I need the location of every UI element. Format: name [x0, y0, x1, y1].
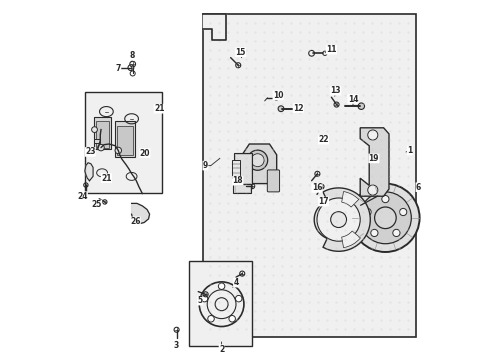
Circle shape	[400, 208, 407, 216]
Polygon shape	[242, 144, 277, 184]
Circle shape	[331, 212, 346, 228]
Circle shape	[364, 208, 371, 216]
Bar	[202, 14, 416, 337]
FancyBboxPatch shape	[268, 170, 280, 192]
Circle shape	[371, 229, 378, 237]
Polygon shape	[85, 163, 93, 181]
Text: 16: 16	[312, 184, 322, 192]
Bar	[234, 153, 252, 184]
Polygon shape	[360, 128, 389, 196]
Text: 22: 22	[318, 135, 329, 144]
Circle shape	[374, 207, 396, 229]
Polygon shape	[314, 188, 370, 251]
Text: 9: 9	[203, 161, 208, 170]
Bar	[233, 184, 251, 193]
Circle shape	[251, 154, 264, 167]
Text: 17: 17	[318, 197, 329, 206]
Text: 6: 6	[416, 183, 421, 192]
Polygon shape	[132, 203, 149, 224]
Text: 13: 13	[330, 86, 341, 95]
Circle shape	[229, 315, 235, 322]
Bar	[94, 139, 100, 143]
Wedge shape	[342, 231, 361, 248]
Bar	[94, 117, 111, 149]
Text: 5: 5	[197, 296, 202, 305]
Circle shape	[219, 283, 225, 289]
Circle shape	[393, 229, 400, 237]
Text: 26: 26	[130, 217, 141, 226]
Circle shape	[208, 315, 214, 322]
Text: 19: 19	[368, 154, 379, 163]
Text: 4: 4	[233, 278, 239, 287]
Circle shape	[368, 130, 378, 140]
Bar	[235, 154, 251, 183]
Bar	[85, 92, 162, 193]
Bar	[189, 261, 252, 346]
Circle shape	[317, 198, 360, 241]
Circle shape	[278, 106, 284, 112]
Circle shape	[360, 192, 411, 244]
Text: 21: 21	[154, 104, 165, 113]
Text: 21: 21	[101, 174, 112, 183]
Polygon shape	[202, 14, 226, 40]
Text: 8: 8	[130, 51, 135, 60]
Circle shape	[358, 103, 365, 109]
Text: 10: 10	[273, 91, 283, 100]
Circle shape	[98, 144, 104, 151]
Circle shape	[247, 150, 268, 170]
Circle shape	[382, 195, 389, 203]
Text: 1: 1	[407, 146, 413, 155]
Text: 7: 7	[116, 64, 121, 73]
Bar	[232, 160, 240, 178]
Circle shape	[368, 185, 378, 195]
Text: 2: 2	[219, 345, 224, 354]
Circle shape	[115, 147, 122, 154]
Text: 15: 15	[236, 48, 246, 57]
Circle shape	[351, 184, 419, 252]
Circle shape	[92, 127, 98, 132]
Circle shape	[236, 296, 242, 302]
Text: 12: 12	[293, 104, 303, 112]
Circle shape	[201, 296, 208, 302]
Text: 23: 23	[85, 148, 96, 156]
Text: 11: 11	[326, 45, 337, 54]
Wedge shape	[342, 192, 359, 207]
Bar	[116, 121, 135, 157]
Text: 3: 3	[174, 341, 179, 350]
Text: 14: 14	[348, 94, 358, 104]
Bar	[235, 185, 250, 192]
Text: 24: 24	[77, 192, 88, 201]
Bar	[96, 121, 109, 148]
Text: 20: 20	[140, 149, 150, 158]
Text: 25: 25	[92, 200, 102, 209]
Text: 18: 18	[232, 176, 243, 185]
Bar	[117, 126, 133, 155]
